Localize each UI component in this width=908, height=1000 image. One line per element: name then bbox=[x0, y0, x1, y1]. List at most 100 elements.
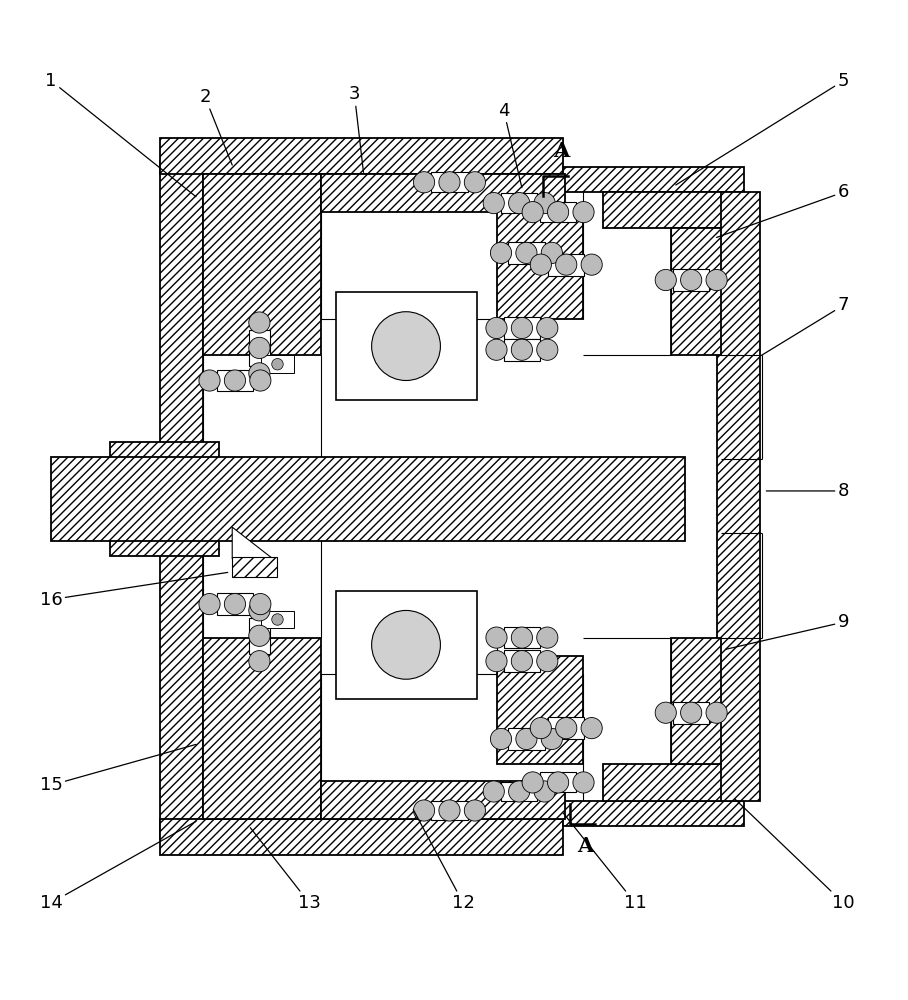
Circle shape bbox=[537, 627, 558, 648]
Polygon shape bbox=[671, 638, 721, 764]
Polygon shape bbox=[504, 339, 540, 361]
Circle shape bbox=[483, 192, 504, 214]
Text: 12: 12 bbox=[413, 810, 475, 912]
Circle shape bbox=[681, 702, 702, 723]
Circle shape bbox=[511, 317, 532, 339]
Polygon shape bbox=[508, 242, 545, 264]
Polygon shape bbox=[249, 330, 271, 366]
Polygon shape bbox=[548, 254, 585, 276]
Polygon shape bbox=[673, 269, 709, 291]
Polygon shape bbox=[262, 355, 294, 373]
Polygon shape bbox=[203, 638, 321, 819]
Polygon shape bbox=[160, 138, 563, 174]
Circle shape bbox=[511, 627, 532, 648]
Text: 1: 1 bbox=[45, 72, 196, 197]
Polygon shape bbox=[673, 702, 709, 724]
Polygon shape bbox=[431, 172, 468, 192]
Polygon shape bbox=[504, 317, 540, 339]
Polygon shape bbox=[603, 764, 721, 801]
Polygon shape bbox=[431, 801, 468, 820]
Text: 3: 3 bbox=[349, 85, 363, 172]
Circle shape bbox=[486, 651, 507, 672]
Polygon shape bbox=[563, 167, 744, 192]
Circle shape bbox=[522, 202, 543, 223]
Text: 6: 6 bbox=[716, 183, 849, 237]
Circle shape bbox=[537, 339, 558, 360]
Circle shape bbox=[541, 242, 562, 263]
Circle shape bbox=[516, 728, 537, 750]
Circle shape bbox=[199, 370, 220, 391]
Circle shape bbox=[439, 800, 460, 821]
Text: A: A bbox=[577, 836, 594, 856]
Circle shape bbox=[537, 651, 558, 672]
Polygon shape bbox=[336, 591, 477, 699]
Polygon shape bbox=[504, 650, 540, 672]
Text: 4: 4 bbox=[498, 102, 522, 188]
Polygon shape bbox=[51, 457, 685, 541]
Circle shape bbox=[508, 781, 529, 802]
Circle shape bbox=[224, 594, 245, 615]
Circle shape bbox=[516, 242, 537, 263]
Circle shape bbox=[224, 370, 245, 391]
Circle shape bbox=[371, 312, 440, 381]
Circle shape bbox=[483, 781, 504, 802]
Circle shape bbox=[537, 317, 558, 339]
Text: 10: 10 bbox=[735, 799, 854, 912]
Circle shape bbox=[490, 728, 511, 750]
Circle shape bbox=[464, 172, 486, 193]
Circle shape bbox=[511, 651, 532, 672]
Polygon shape bbox=[504, 627, 540, 648]
Circle shape bbox=[249, 651, 270, 672]
Polygon shape bbox=[321, 174, 566, 212]
Circle shape bbox=[271, 614, 283, 625]
Polygon shape bbox=[203, 174, 321, 355]
Circle shape bbox=[371, 610, 440, 679]
Circle shape bbox=[249, 337, 270, 359]
Circle shape bbox=[556, 254, 577, 275]
Polygon shape bbox=[321, 781, 566, 819]
Polygon shape bbox=[501, 782, 538, 801]
Circle shape bbox=[581, 718, 602, 739]
Circle shape bbox=[249, 363, 270, 384]
Polygon shape bbox=[217, 370, 253, 391]
Circle shape bbox=[530, 254, 551, 275]
Text: 13: 13 bbox=[251, 828, 321, 912]
Polygon shape bbox=[232, 527, 273, 559]
Text: 5: 5 bbox=[676, 72, 849, 185]
Circle shape bbox=[548, 772, 568, 793]
Circle shape bbox=[681, 269, 702, 291]
Circle shape bbox=[271, 358, 283, 370]
Circle shape bbox=[486, 627, 507, 648]
Text: A: A bbox=[553, 141, 569, 161]
Circle shape bbox=[556, 718, 577, 739]
Text: 8: 8 bbox=[766, 482, 849, 500]
Text: 7: 7 bbox=[762, 296, 849, 355]
Polygon shape bbox=[540, 772, 577, 792]
Polygon shape bbox=[160, 819, 563, 855]
Circle shape bbox=[541, 728, 562, 750]
Polygon shape bbox=[110, 442, 219, 556]
Circle shape bbox=[250, 370, 271, 391]
Polygon shape bbox=[603, 192, 721, 228]
Circle shape bbox=[249, 625, 270, 646]
Circle shape bbox=[413, 172, 435, 193]
Polygon shape bbox=[508, 728, 545, 750]
Text: 9: 9 bbox=[725, 613, 849, 649]
Circle shape bbox=[522, 772, 543, 793]
Polygon shape bbox=[501, 193, 538, 213]
Circle shape bbox=[573, 772, 594, 793]
Circle shape bbox=[656, 702, 676, 723]
Text: 2: 2 bbox=[200, 88, 232, 165]
Polygon shape bbox=[498, 210, 584, 319]
Circle shape bbox=[581, 254, 602, 275]
Circle shape bbox=[464, 800, 486, 821]
Circle shape bbox=[548, 202, 568, 223]
Circle shape bbox=[706, 702, 727, 723]
Circle shape bbox=[249, 600, 270, 621]
Circle shape bbox=[534, 781, 555, 802]
Circle shape bbox=[249, 312, 270, 333]
Polygon shape bbox=[498, 656, 584, 764]
Circle shape bbox=[250, 594, 271, 615]
Text: 14: 14 bbox=[40, 821, 196, 912]
Polygon shape bbox=[217, 593, 253, 615]
